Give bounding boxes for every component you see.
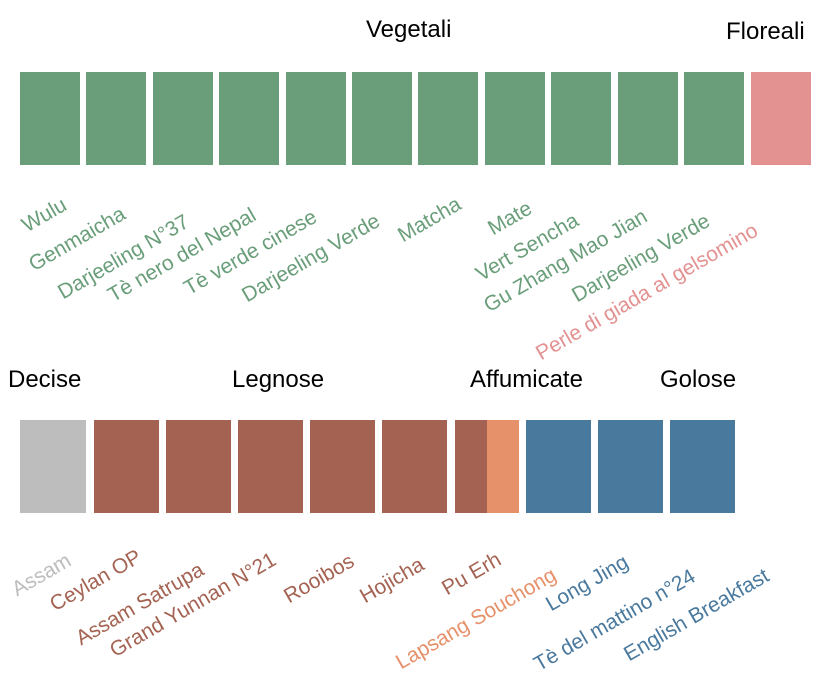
tea-swatch: [618, 72, 678, 165]
tea-swatch: [352, 72, 412, 165]
group-title-decise: Decise: [8, 366, 82, 393]
tea-swatch: [238, 420, 303, 513]
tea-swatch: [94, 420, 159, 513]
tea-swatch: [485, 72, 545, 165]
tea-swatch: [551, 72, 611, 165]
tea-swatch: [310, 420, 375, 513]
tea-swatch: [684, 72, 744, 165]
tea-label: Hojicha: [356, 552, 429, 608]
tea-label: Wulu: [18, 193, 71, 237]
tea-swatch: [166, 420, 231, 513]
tea-swatch: [86, 72, 146, 165]
tea-swatch: [670, 420, 735, 513]
tea-swatch: [20, 72, 80, 165]
group-title-affumicate: Affumicate: [470, 366, 583, 393]
tea-swatch: [526, 420, 591, 513]
tea-swatch: [418, 72, 478, 165]
tea-swatch: [153, 72, 213, 165]
group-title-legnose: Legnose: [232, 366, 325, 393]
group-title-golose: Golose: [660, 366, 737, 393]
tea-swatch: [455, 420, 487, 513]
tea-label: Matcha: [394, 192, 466, 247]
tea-swatch: [382, 420, 447, 513]
group-title-floreali: Floreali: [726, 18, 805, 45]
tea-swatch: [487, 420, 519, 513]
tea-swatch: [598, 420, 663, 513]
tea-label: Rooibos: [280, 549, 359, 608]
group-title-vegetali: Vegetali: [366, 16, 452, 43]
tea-swatch: [20, 420, 86, 513]
tea-swatch: [219, 72, 279, 165]
tea-swatch: [286, 72, 346, 165]
tea-swatch: [751, 72, 811, 165]
